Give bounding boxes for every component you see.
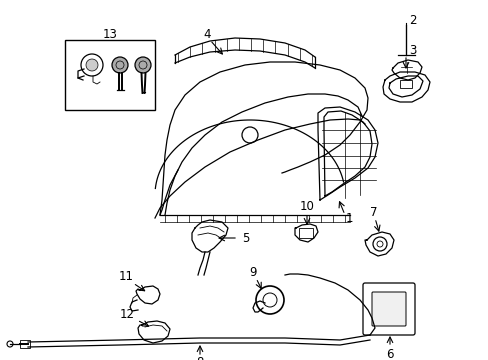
Text: 12: 12 — [119, 309, 134, 321]
Bar — [20, 340, 30, 348]
Text: 4: 4 — [203, 28, 210, 41]
Text: 3: 3 — [408, 44, 416, 57]
Text: 5: 5 — [242, 231, 249, 244]
Circle shape — [86, 59, 98, 71]
Text: 2: 2 — [408, 13, 416, 27]
Circle shape — [112, 57, 128, 73]
Text: 11: 11 — [118, 270, 133, 284]
Circle shape — [135, 57, 151, 73]
Text: 1: 1 — [345, 212, 352, 225]
Bar — [65, 40, 155, 110]
Text: 8: 8 — [196, 356, 203, 360]
Text: 9: 9 — [249, 266, 256, 279]
FancyBboxPatch shape — [362, 283, 414, 335]
Text: 7: 7 — [369, 206, 377, 219]
Bar — [399, 80, 411, 88]
Text: 10: 10 — [299, 201, 314, 213]
Text: 6: 6 — [386, 347, 393, 360]
Text: 13: 13 — [102, 28, 117, 41]
Bar — [298, 228, 312, 238]
FancyBboxPatch shape — [371, 292, 405, 326]
